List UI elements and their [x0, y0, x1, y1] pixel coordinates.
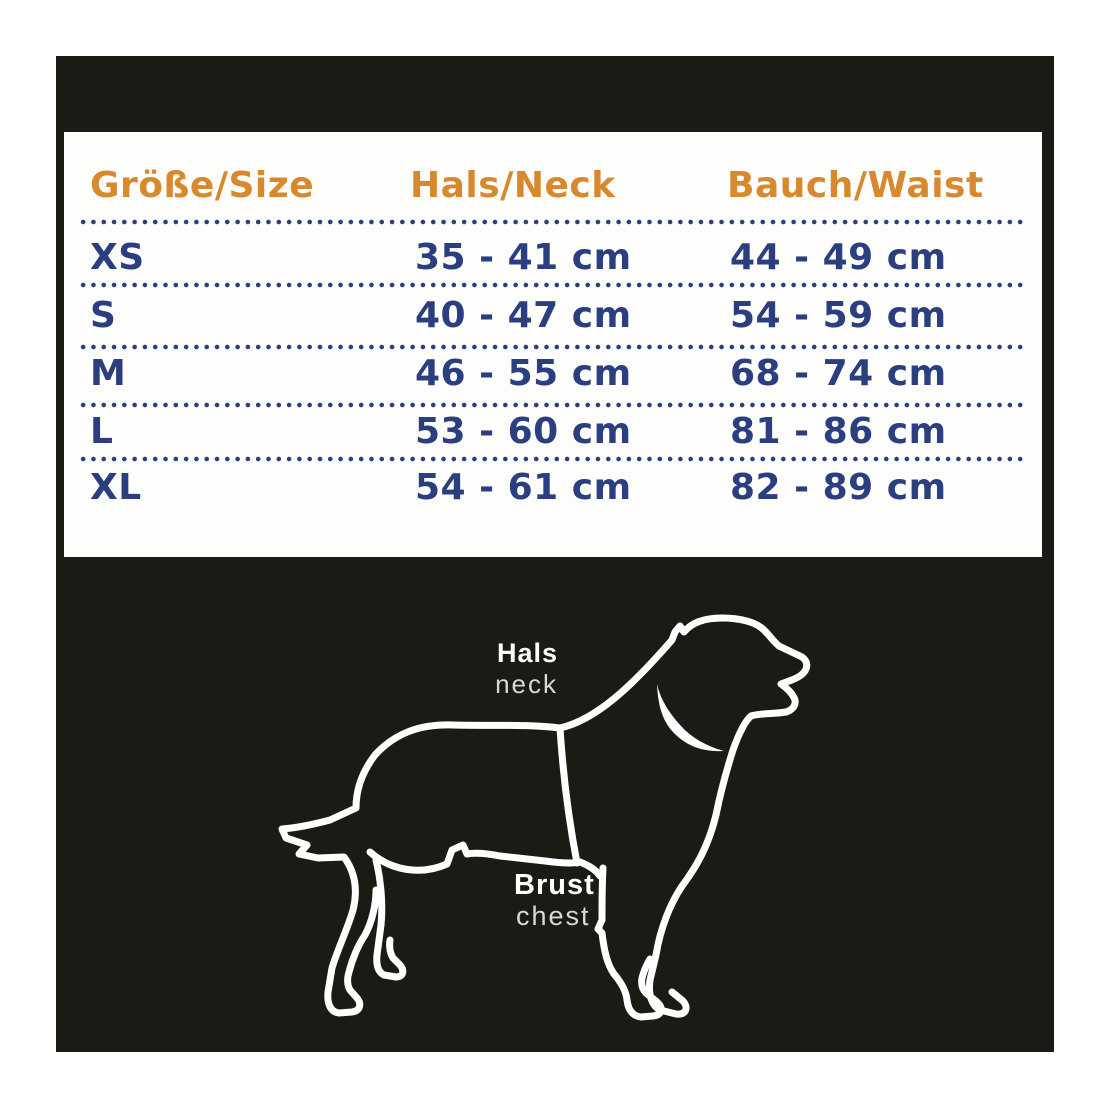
column-header-size: Größe/Size — [90, 165, 315, 206]
waist-cell: 68 - 74 cm — [730, 353, 947, 394]
dotted-separator — [78, 402, 1028, 408]
dotted-separator — [78, 282, 1028, 288]
neck-label-en: neck — [495, 669, 558, 699]
size-cell: XS — [90, 237, 145, 278]
column-header-neck: Hals/Neck — [410, 165, 616, 206]
waist-cell: 44 - 49 cm — [730, 237, 947, 278]
dog-front-leg-path — [594, 864, 665, 1021]
dotted-separator — [78, 344, 1028, 350]
dog-head-front-path — [556, 614, 811, 1018]
chest-label-en: chest — [516, 901, 591, 931]
dog-far-rear-leg-path — [372, 856, 407, 981]
dotted-separator — [78, 456, 1028, 462]
chest-label-de: Brust — [514, 869, 595, 901]
neck-cell: 54 - 61 cm — [415, 467, 632, 508]
size-cell: M — [90, 353, 127, 394]
neck-collar-band — [657, 684, 724, 752]
waist-cell: 82 - 89 cm — [730, 467, 947, 508]
neck-cell: 40 - 47 cm — [415, 295, 632, 336]
chest-girth-line — [556, 724, 581, 867]
dark-board: Größe/Size Hals/Neck Bauch/Waist XS 35 -… — [56, 56, 1054, 1052]
dog-back-tail-rear-leg-path — [278, 721, 564, 1017]
dog-belly-path — [366, 841, 604, 880]
dog-outline-illustration — [278, 614, 811, 1021]
neck-cell: 53 - 60 cm — [415, 411, 632, 452]
size-cell: L — [90, 411, 114, 452]
neck-cell: 35 - 41 cm — [415, 237, 632, 278]
size-table-panel: Größe/Size Hals/Neck Bauch/Waist XS 35 -… — [64, 132, 1042, 557]
neck-label-de: Hals — [496, 638, 558, 668]
size-cell: XL — [90, 467, 142, 508]
waist-cell: 54 - 59 cm — [730, 295, 947, 336]
column-header-waist: Bauch/Waist — [727, 165, 984, 206]
waist-cell: 81 - 86 cm — [730, 411, 947, 452]
neck-cell: 46 - 55 cm — [415, 353, 632, 394]
dotted-separator — [78, 219, 1028, 225]
size-cell: S — [90, 295, 117, 336]
